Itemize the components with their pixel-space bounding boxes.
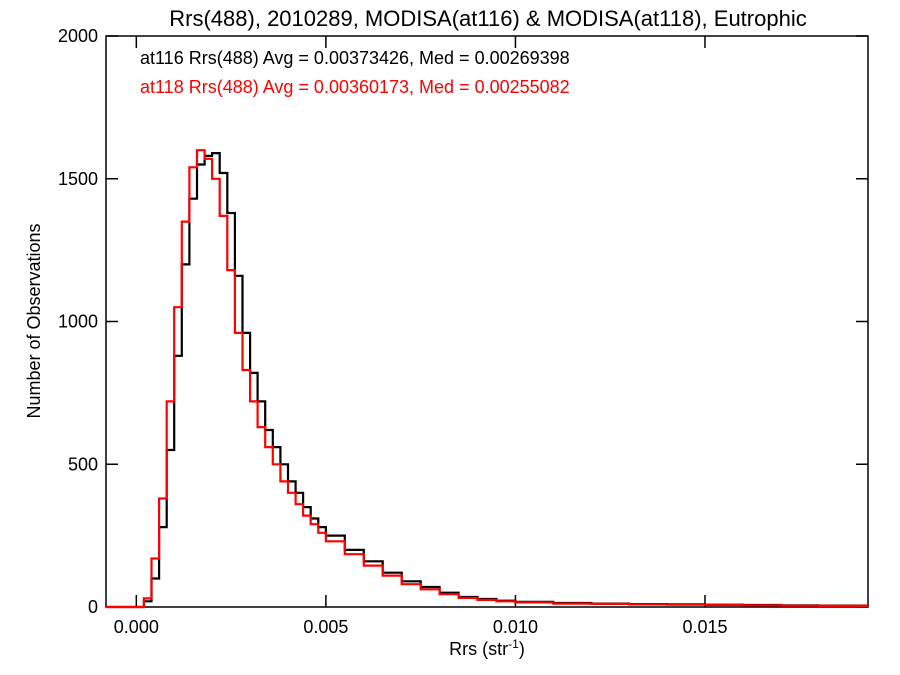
series-point-at118 bbox=[234, 332, 235, 333]
series-point-at118 bbox=[242, 369, 243, 370]
series-point-at118 bbox=[272, 464, 273, 465]
series-point-at116 bbox=[219, 172, 220, 173]
series-point-at118 bbox=[166, 401, 167, 402]
series-point-at118 bbox=[591, 603, 592, 604]
series-point-at118 bbox=[780, 605, 781, 606]
series-point-at118 bbox=[249, 401, 250, 402]
series-point-at118 bbox=[382, 575, 383, 576]
series-point-at118 bbox=[344, 554, 345, 555]
series-point-at118 bbox=[553, 603, 554, 604]
series-point-at118 bbox=[515, 602, 516, 603]
series-point-at118 bbox=[310, 524, 311, 525]
series-point-at118 bbox=[325, 541, 326, 542]
series-point-at118 bbox=[458, 597, 459, 598]
series-point-at116 bbox=[227, 212, 228, 213]
series-point-at118 bbox=[363, 565, 364, 566]
series-point-at118 bbox=[867, 606, 868, 607]
series-point-at118 bbox=[212, 178, 213, 179]
legend-entry-at116: at116 Rrs(488) Avg = 0.00373426, Med = 0… bbox=[140, 48, 570, 68]
series-point-at118 bbox=[151, 558, 152, 559]
series-point-at118 bbox=[227, 270, 228, 271]
y-axis-ticks: 0 500 1000 1500 2000 bbox=[58, 26, 868, 617]
y-tick-label: 1000 bbox=[58, 312, 98, 332]
series-point-at118 bbox=[204, 158, 205, 159]
series-point-at118 bbox=[136, 606, 137, 607]
plot-frame bbox=[105, 35, 869, 608]
series-line-at118 bbox=[106, 149, 870, 609]
series-point-at118 bbox=[477, 599, 478, 600]
series-point-at118 bbox=[666, 604, 667, 605]
x-tick-label: 0.005 bbox=[303, 617, 348, 637]
series-point-at118 bbox=[439, 594, 440, 595]
series-point-at118 bbox=[420, 589, 421, 590]
series-point-at116 bbox=[212, 152, 213, 153]
series-point-at118 bbox=[265, 447, 266, 448]
series-point-at118 bbox=[280, 481, 281, 482]
legend-entry-at118: at118 Rrs(488) Avg = 0.00360173, Med = 0… bbox=[140, 77, 570, 97]
series-point-at118 bbox=[143, 598, 144, 599]
series-point-at118 bbox=[158, 498, 159, 499]
series-point-at118 bbox=[303, 515, 304, 516]
x-axis-ticks: 0.000 0.005 0.010 0.015 bbox=[114, 36, 728, 637]
y-tick-label: 1500 bbox=[58, 169, 98, 189]
series-point-at118 bbox=[496, 601, 497, 602]
x-axis-label-superscript: -1 bbox=[508, 637, 519, 651]
y-tick-label: 0 bbox=[88, 597, 98, 617]
series-line-at116 bbox=[106, 152, 870, 609]
series-point-at118 bbox=[219, 215, 220, 216]
x-tick-label: 0.010 bbox=[493, 617, 538, 637]
series-point-at118 bbox=[742, 605, 743, 606]
y-tick-label: 2000 bbox=[58, 26, 98, 46]
series-point-at118 bbox=[196, 150, 197, 151]
series-point-at118 bbox=[401, 584, 402, 585]
series-point-at118 bbox=[105, 606, 106, 607]
chart-title: Rrs(488), 2010289, MODISA(at116) & MODIS… bbox=[169, 6, 806, 31]
series-point-at118 bbox=[704, 604, 705, 605]
series-layer bbox=[105, 149, 870, 609]
y-tick-label: 500 bbox=[68, 454, 98, 474]
series-point-at118 bbox=[189, 167, 190, 168]
series-point-at118 bbox=[818, 605, 819, 606]
x-axis-label: Rrs (str-1) bbox=[449, 637, 525, 659]
series-point-at118 bbox=[295, 504, 296, 505]
y-axis-label: Number of Observations bbox=[24, 223, 44, 418]
x-axis-label-main: Rrs (str bbox=[449, 639, 508, 659]
series-point-at118 bbox=[287, 492, 288, 493]
series-point-at118 bbox=[629, 604, 630, 605]
x-tick-label: 0.000 bbox=[114, 617, 159, 637]
series-point-at118 bbox=[174, 307, 175, 308]
series-point-at118 bbox=[181, 221, 182, 222]
x-tick-label: 0.015 bbox=[682, 617, 727, 637]
series-point-at118 bbox=[318, 532, 319, 533]
series-point-at118 bbox=[257, 427, 258, 428]
x-axis-label-suffix: ) bbox=[519, 639, 525, 659]
